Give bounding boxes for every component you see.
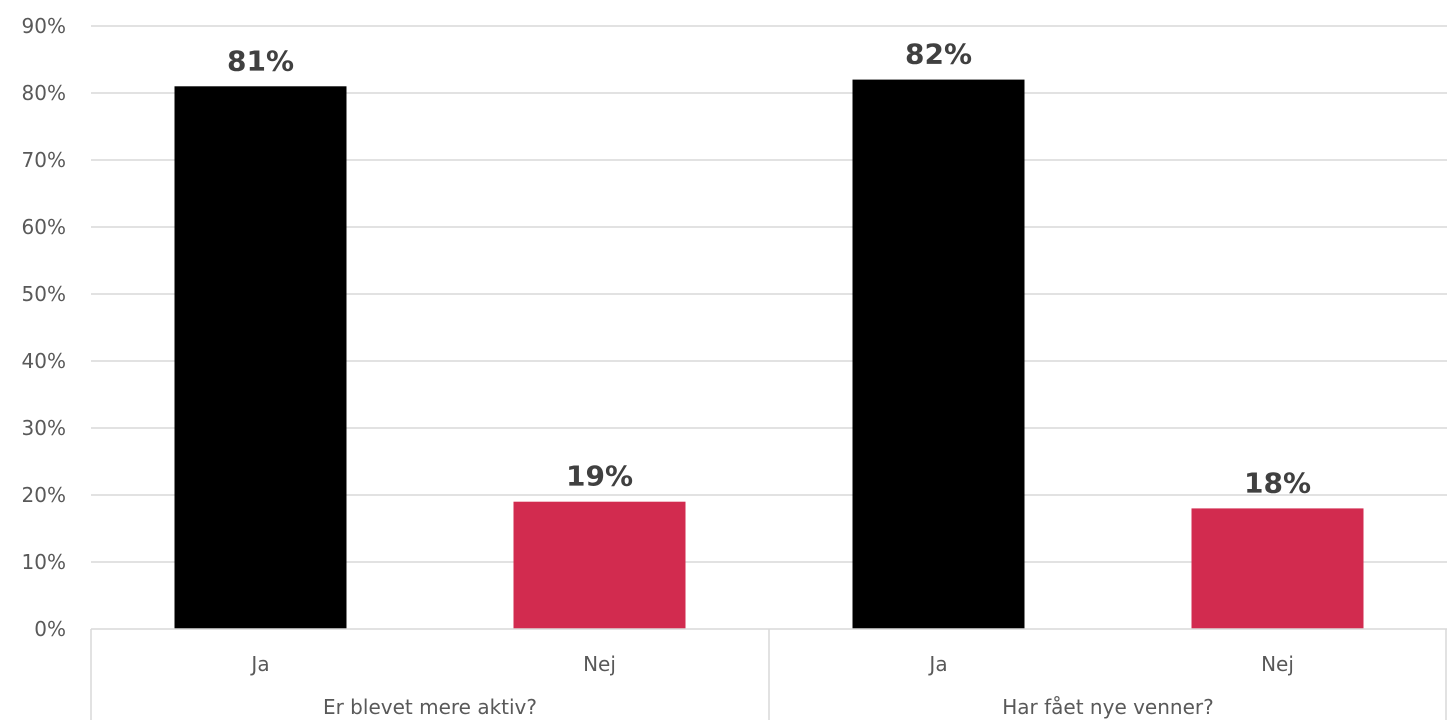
y-tick-label: 40% [22, 349, 66, 373]
y-tick-label: 10% [22, 550, 66, 574]
bar [852, 79, 1025, 630]
x-category-label: Nej [583, 652, 616, 676]
data-label: 82% [905, 38, 972, 71]
x-group-label: Er blevet mere aktiv? [323, 695, 537, 719]
y-tick-label: 50% [22, 282, 66, 306]
y-tick-label: 90% [22, 14, 66, 38]
x-category-label: Nej [1261, 652, 1294, 676]
y-tick-label: 20% [22, 483, 66, 507]
y-tick-label: 60% [22, 215, 66, 239]
y-tick-label: 30% [22, 416, 66, 440]
y-tick-label: 80% [22, 81, 66, 105]
y-tick-label: 0% [34, 617, 66, 641]
y-tick-label: 70% [22, 148, 66, 172]
x-group-label: Har fået nye venner? [1002, 695, 1213, 719]
x-category-label: Ja [927, 652, 947, 676]
data-label: 19% [566, 460, 633, 493]
bar [513, 501, 686, 629]
bars [174, 79, 1364, 630]
bar [174, 86, 347, 630]
x-category-label: Ja [249, 652, 269, 676]
x-axis: Ja Nej Er blevet mere aktiv? Ja Nej Har fået … [90, 628, 1447, 720]
data-label: 18% [1244, 466, 1311, 499]
data-labels: 81% 19% 82% 18% [227, 38, 1311, 500]
bar [1191, 508, 1364, 629]
data-label: 81% [227, 44, 294, 77]
y-axis-tick-labels: 0% 10% 20% 30% 40% 50% 60% 70% 80% 90% [22, 14, 66, 641]
